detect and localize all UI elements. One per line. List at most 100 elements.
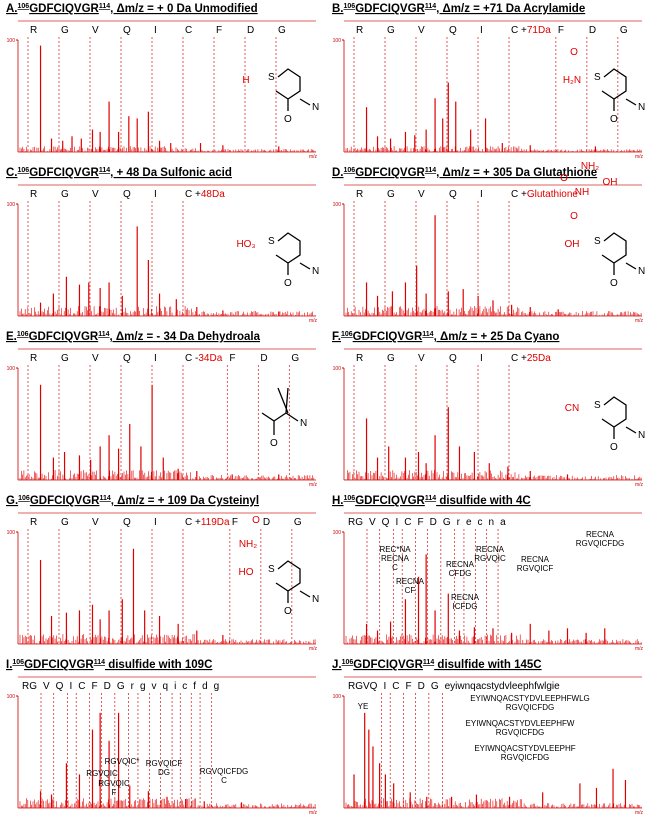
residue: V — [92, 25, 99, 36]
panel-title: J.106GDFCIQVGR114 disulfide with 145C — [332, 659, 542, 671]
end-residue: 114 — [425, 3, 436, 10]
residue: I — [154, 25, 157, 36]
panel: E.106GDFCIQVGR114, Δm/z = - 34 Da Dehydr… — [6, 331, 317, 488]
residue: r — [131, 681, 135, 692]
title-suffix: , Δm/z = + 25 Da Cyano — [434, 331, 560, 343]
residue: D — [430, 517, 437, 528]
panel-title: C.106GDFCIQVGR114, + 48 Da Sulfonic acid — [6, 167, 232, 179]
panel-label: E. — [6, 331, 17, 343]
y-tick-label: 100 — [7, 202, 16, 208]
residue: C — [78, 681, 85, 692]
fragment-annotation: RECNA — [521, 555, 550, 564]
baseline-noise — [19, 634, 316, 644]
y-tick-label: 100 — [7, 530, 16, 536]
residue: D — [247, 25, 254, 36]
end-residue: 114 — [99, 3, 110, 10]
fragment-annotation: RGVQICFDG — [200, 767, 248, 776]
end-residue: 114 — [425, 167, 436, 174]
atom: N — [638, 430, 645, 441]
panel-label: G. — [6, 495, 18, 507]
title-suffix: , Δm/z = + 0 Da Unmodified — [110, 3, 258, 15]
residue: C + — [185, 517, 201, 528]
substituent: O — [252, 515, 260, 526]
panel-label: D. — [332, 167, 344, 179]
title-suffix: disulfide with 145C — [434, 659, 541, 671]
residue: Q — [123, 25, 131, 36]
residue: F — [558, 25, 564, 36]
panel-title: H.106GDFCIQVGR114 disulfide with 4C — [332, 495, 531, 507]
panel: D.106GDFCIQVGR114, Δm/z = + 305 Da Gluta… — [332, 161, 645, 324]
fragment-annotation: RECNA — [451, 593, 480, 602]
baseline-noise — [19, 306, 316, 316]
modification: 71Da — [527, 25, 551, 36]
substituent: HO — [239, 567, 254, 578]
panel-label: J. — [332, 659, 342, 671]
fragment-annotation: RGVQICF — [146, 759, 183, 768]
residue: G — [387, 25, 395, 36]
residue: F — [405, 681, 411, 692]
residue: e — [466, 517, 472, 528]
residue: F — [216, 25, 222, 36]
residue: F — [229, 353, 235, 364]
substituent: NH₂ — [239, 539, 257, 550]
atom: O — [284, 606, 292, 617]
panel-label: I. — [6, 659, 12, 671]
residue: I — [480, 353, 483, 364]
structure-bonds — [601, 396, 637, 439]
substituent: HO₃ — [236, 239, 255, 250]
fragment-annotation: RECNA — [586, 530, 615, 539]
y-tick-label: 100 — [333, 38, 342, 44]
residue: n — [489, 517, 495, 528]
residue: c — [182, 681, 187, 692]
title-suffix: disulfide with 109C — [105, 659, 212, 671]
residue: V — [92, 353, 99, 364]
panel-title: D.106GDFCIQVGR114, Δm/z = + 305 Da Gluta… — [332, 167, 597, 179]
structure-bonds — [261, 387, 299, 435]
residue: R — [30, 25, 37, 36]
residue: C + — [511, 25, 527, 36]
residue: eyiwnqacstydvleephfwlgie — [445, 681, 561, 692]
residue: RG — [22, 681, 37, 692]
panel-title: I.106GDFCIQVGR114 disulfide with 109C — [6, 659, 212, 671]
fragment-annotation: CF — [405, 586, 416, 595]
residue: R — [356, 25, 363, 36]
fragment-annotation: RGVQIC* — [105, 757, 140, 766]
start-residue: 106 — [344, 495, 356, 502]
fragment-annotation: YE — [358, 702, 369, 711]
modification: 119Da — [201, 517, 230, 528]
modification: 25Da — [527, 353, 551, 364]
fragment-annotation: F — [112, 788, 117, 797]
atom: O — [284, 114, 292, 125]
residue: G — [61, 189, 69, 200]
peptide: GDFCIQVGR — [29, 167, 99, 179]
y-tick-label: 100 — [7, 366, 16, 372]
fragment-annotation: RGVQICFDG — [506, 703, 554, 712]
substituent: H — [242, 75, 249, 86]
panel-title: A.106GDFCIQVGR114, Δm/z = + 0 Da Unmodif… — [6, 3, 258, 15]
substituent: O — [560, 173, 568, 184]
residue: V — [418, 189, 425, 200]
substituent: OH — [565, 239, 580, 250]
atom: N — [638, 266, 645, 277]
fragment-annotation: EYIWNQACSTYDVLEEPHFWLG — [470, 694, 590, 703]
atom: O — [610, 442, 618, 453]
residue: C - — [185, 353, 198, 364]
modification: 48Da — [201, 189, 225, 200]
residue: R — [356, 189, 363, 200]
end-residue: 114 — [94, 659, 105, 666]
atom: N — [300, 418, 307, 429]
x-axis-label: m/z — [309, 810, 318, 816]
residue: G — [117, 681, 125, 692]
peptide: GDFCIQVGR — [29, 331, 99, 343]
panel-label: B. — [332, 3, 344, 15]
residue: V — [43, 681, 50, 692]
panel: F.106GDFCIQVGR114, Δm/z = + 25 Da Cyano R… — [332, 331, 645, 488]
atom: O — [610, 278, 618, 289]
residue: C + — [185, 189, 201, 200]
residue: RGVQ — [348, 681, 378, 692]
atom: S — [594, 72, 601, 83]
atom: S — [594, 400, 601, 411]
start-residue: 106 — [18, 3, 30, 10]
